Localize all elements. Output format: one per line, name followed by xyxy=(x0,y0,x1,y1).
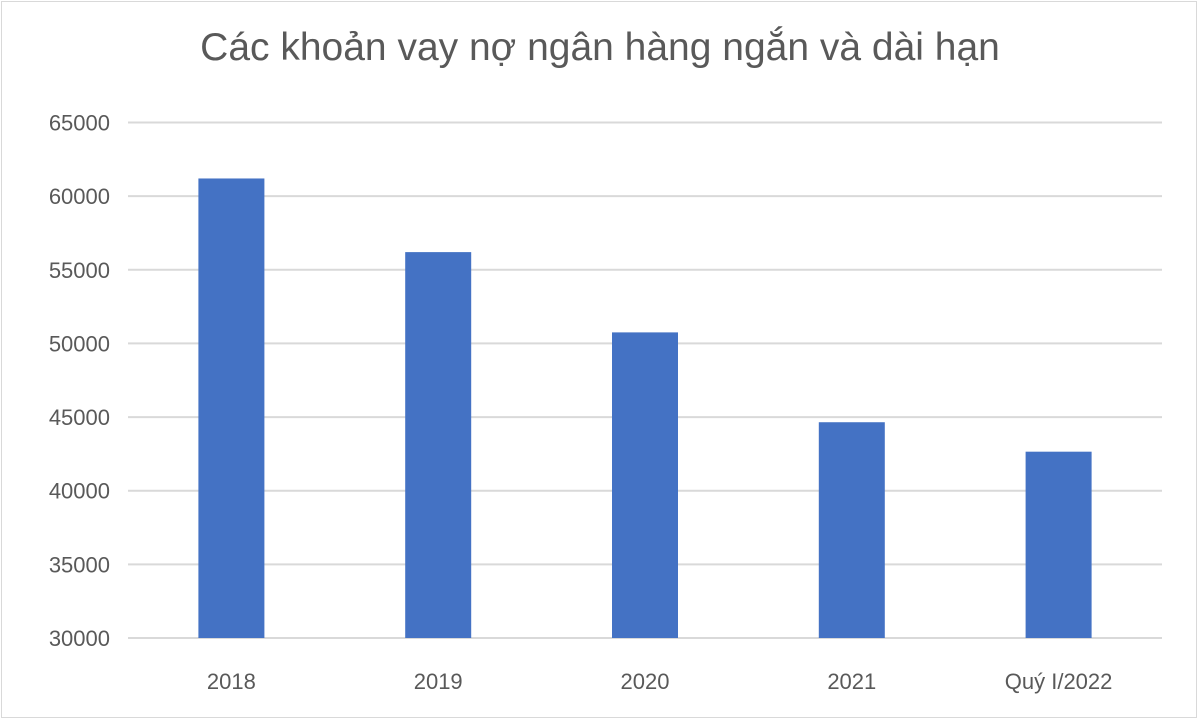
y-tick-label: 35000 xyxy=(49,552,110,577)
bar-2019 xyxy=(405,252,472,638)
y-tick-label: 60000 xyxy=(49,184,110,209)
bar-2021 xyxy=(818,422,885,638)
y-tick-label: 50000 xyxy=(49,331,110,356)
x-tick-label: 2019 xyxy=(414,669,463,694)
chart-title: Các khoản vay nợ ngân hàng ngắn và dài h… xyxy=(200,26,1000,69)
y-tick-label: 55000 xyxy=(49,258,110,283)
x-tick-label: 2021 xyxy=(827,669,876,694)
bar-2018 xyxy=(198,178,265,638)
x-tick-label: 2018 xyxy=(207,669,256,694)
y-tick-label: 65000 xyxy=(49,111,110,136)
bar-qu-i-2022 xyxy=(1025,451,1092,638)
x-tick-label: 2020 xyxy=(621,669,670,694)
x-tick-label: Quý I/2022 xyxy=(1005,669,1113,694)
y-tick-label: 45000 xyxy=(49,405,110,430)
bar-2020 xyxy=(612,332,678,638)
y-tick-label: 30000 xyxy=(49,626,110,651)
y-tick-label: 40000 xyxy=(49,479,110,504)
